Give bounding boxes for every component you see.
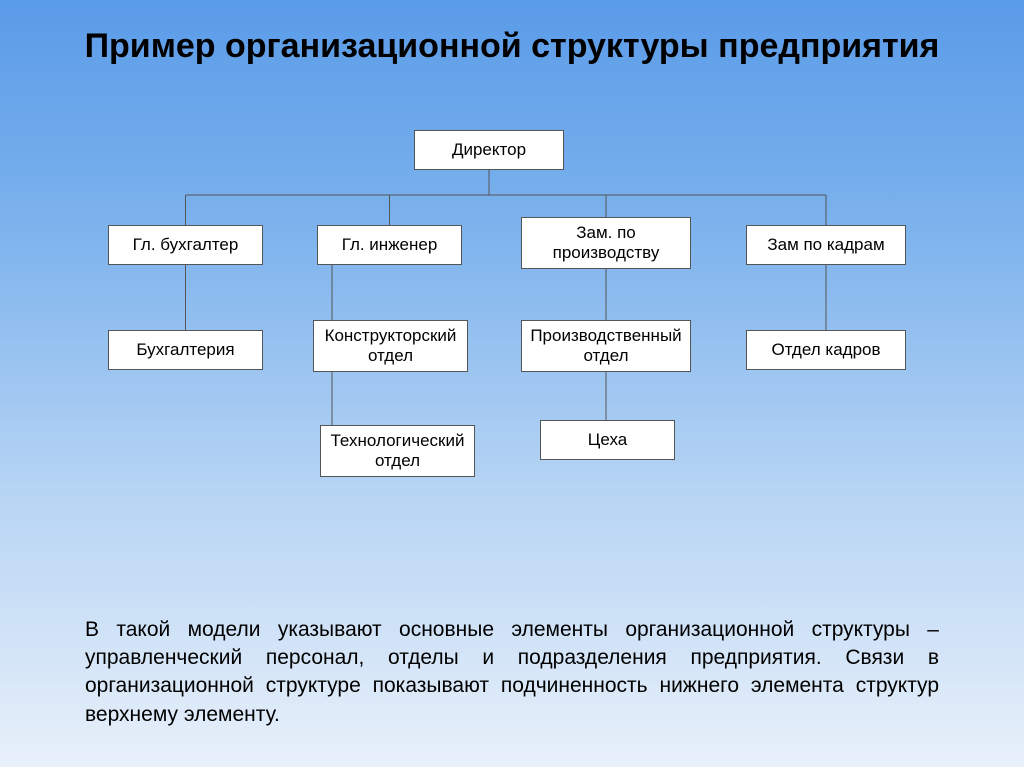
node-design: Конструкторский отдел [313,320,468,372]
node-director: Директор [414,130,564,170]
node-engineer: Гл. инженер [317,225,462,265]
node-production: Производственный отдел [521,320,691,372]
node-hr: Отдел кадров [746,330,906,370]
node-deputy_hr: Зам по кадрам [746,225,906,265]
node-accountant: Гл. бухгалтер [108,225,263,265]
node-tech: Технологический отдел [320,425,475,477]
node-deputy_prod: Зам. по производству [521,217,691,269]
page-title: Пример организационной структуры предпри… [0,0,1024,68]
node-accounting: Бухгалтерия [108,330,263,370]
node-workshop: Цеха [540,420,675,460]
body-text: В такой модели указывают основные элемен… [85,616,939,729]
org-chart: Директор Гл. бухгалтер Гл. инженер Зам. по … [0,130,1024,550]
